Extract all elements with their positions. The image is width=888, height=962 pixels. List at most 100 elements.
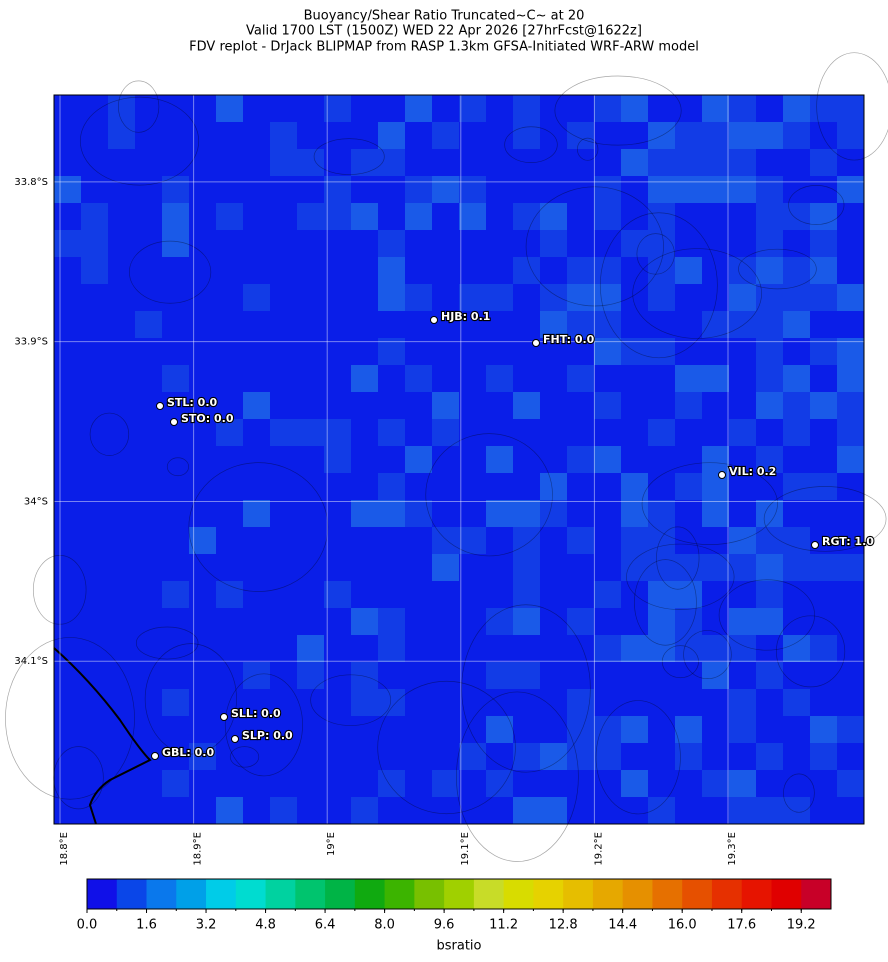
field-cell (783, 284, 810, 311)
field-cell (540, 284, 567, 311)
field-cell (324, 95, 351, 122)
title-line: FDV replot - DrJack BLIPMAP from RASP 1.… (189, 40, 699, 55)
contour (641, 462, 778, 545)
field-cell (243, 284, 270, 311)
field-cell (216, 581, 243, 608)
colorbar-swatch (146, 879, 177, 909)
station-marker (811, 541, 819, 549)
field-cell (756, 662, 783, 689)
x-tick-label: 19°E (326, 832, 337, 856)
field-cell (837, 446, 864, 473)
field-cell (621, 716, 648, 743)
field-cell (513, 743, 540, 770)
field-cell (702, 176, 729, 203)
contour (577, 137, 599, 161)
field-cell (837, 554, 864, 581)
field-cell (243, 662, 270, 689)
contour (595, 700, 681, 815)
field-cell (729, 797, 756, 824)
field-cell (297, 149, 324, 176)
station-marker (220, 713, 228, 721)
field-cell (729, 419, 756, 446)
contour (377, 680, 516, 815)
field-cell (216, 203, 243, 230)
field-cell (702, 500, 729, 527)
contour (129, 240, 212, 304)
field-cell (729, 149, 756, 176)
field-cell (162, 203, 189, 230)
contour (5, 637, 135, 800)
field-cell (351, 662, 378, 689)
colorbar-tick-label: 19.2 (787, 918, 816, 933)
field-cell (513, 608, 540, 635)
coastline (53, 647, 152, 825)
field-cell (810, 743, 837, 770)
field-cell (837, 176, 864, 203)
colorbar-swatch (235, 879, 267, 909)
field-cell (216, 95, 243, 122)
colorbar-swatch (801, 879, 832, 909)
field-cell (837, 284, 864, 311)
field-cell (837, 419, 864, 446)
field-cell (648, 419, 675, 446)
field-cell (432, 419, 459, 446)
field-cell (378, 230, 405, 257)
contour (229, 746, 260, 768)
station-label: GBL: 0.0 (162, 746, 214, 759)
field-cell (594, 257, 621, 284)
field-cell (351, 203, 378, 230)
field-cell (675, 257, 702, 284)
field-cell (810, 230, 837, 257)
field-cell (162, 230, 189, 257)
field-cell (756, 392, 783, 419)
field-cell (756, 257, 783, 284)
colorbar-swatch (116, 879, 148, 909)
field-cell (378, 770, 405, 797)
field-cell (405, 500, 432, 527)
field-cell (756, 446, 783, 473)
colorbar-tick-label: 4.8 (255, 918, 276, 933)
field-cell (594, 446, 621, 473)
field-cell (513, 122, 540, 149)
field-cell (81, 203, 108, 230)
colorbar-swatch (741, 879, 772, 909)
contour (776, 615, 846, 688)
field-cell (783, 689, 810, 716)
y-tick-label: 34.1°S (14, 656, 48, 667)
contour (144, 643, 237, 755)
field-cell (675, 473, 702, 500)
field-cell (405, 365, 432, 392)
contour (455, 691, 579, 862)
field-cell (648, 257, 675, 284)
field-cell (648, 797, 675, 824)
colorbar-tick-label: 14.4 (608, 918, 637, 933)
field-cell (675, 365, 702, 392)
field-cell (324, 581, 351, 608)
field-cell (756, 284, 783, 311)
colorbar-swatch (503, 879, 534, 909)
station-marker (156, 402, 164, 410)
contour (816, 52, 888, 161)
field-cell (756, 581, 783, 608)
field-cell (702, 95, 729, 122)
field-cell (837, 365, 864, 392)
field-cell (621, 554, 648, 581)
field-cell (540, 743, 567, 770)
field-cell (378, 635, 405, 662)
colorbar-swatch (533, 879, 564, 909)
contour (32, 555, 87, 625)
contour (632, 248, 762, 339)
colorbar-swatch (771, 879, 802, 909)
field-cell (675, 581, 702, 608)
field-cell (513, 95, 540, 122)
field-cell (378, 500, 405, 527)
field-cell (756, 176, 783, 203)
field-cell (648, 581, 675, 608)
field-cell (783, 554, 810, 581)
field-cell (405, 284, 432, 311)
colorbar-tick-label: 17.6 (727, 918, 756, 933)
field-cell (513, 527, 540, 554)
colorbar-swatch (354, 879, 386, 909)
field-cell (756, 554, 783, 581)
field-cell (297, 419, 324, 446)
